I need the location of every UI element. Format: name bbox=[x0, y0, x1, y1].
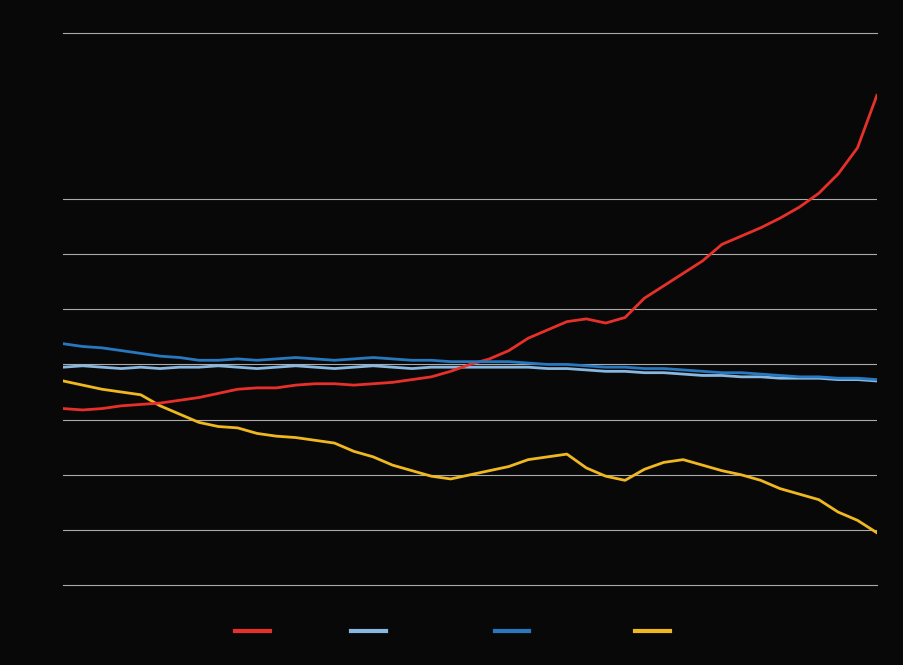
Legend: China, Euro area, Germany, USA: China, Euro area, Germany, USA bbox=[229, 619, 710, 644]
